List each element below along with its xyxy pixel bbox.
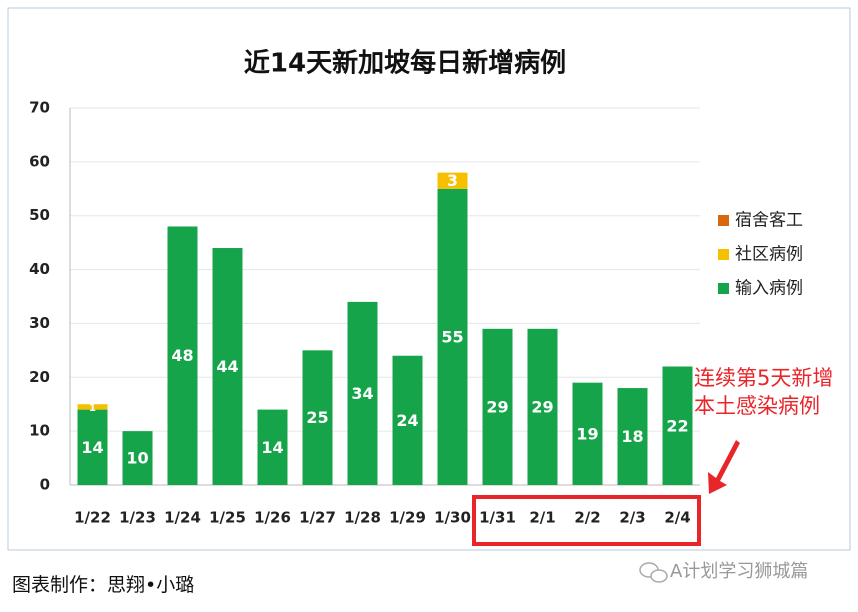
bar-segment bbox=[77, 409, 108, 485]
value-label: 1 bbox=[89, 403, 96, 414]
x-tick-label: 2/4 bbox=[664, 509, 690, 527]
highlight-box bbox=[472, 495, 701, 546]
annotation: 连续第5天新增 bbox=[694, 366, 833, 390]
watermark-icon bbox=[639, 562, 668, 583]
x-tick-label: 1/30 bbox=[434, 509, 471, 527]
value-label: 19 bbox=[576, 424, 598, 443]
x-tick-label: 1/29 bbox=[389, 509, 426, 527]
y-tick-label: 60 bbox=[29, 152, 50, 170]
bar-segment bbox=[662, 366, 693, 485]
x-tick-label: 1/31 bbox=[479, 509, 516, 527]
value-label: 22 bbox=[666, 416, 688, 435]
x-tick-label: 1/28 bbox=[344, 509, 381, 527]
legend-swatch bbox=[718, 283, 729, 294]
chart-title: 近14天新加坡每日新增病例 bbox=[244, 48, 566, 79]
value-label: 29 bbox=[531, 397, 553, 416]
x-tick-label: 2/1 bbox=[529, 509, 555, 527]
bar-segment bbox=[527, 328, 558, 485]
bar-segment bbox=[347, 301, 378, 485]
bar-segment bbox=[392, 355, 423, 485]
bar-segment bbox=[572, 382, 603, 485]
x-tick-label: 1/27 bbox=[299, 509, 336, 527]
value-label: 29 bbox=[486, 397, 508, 416]
value-label: 24 bbox=[396, 411, 418, 430]
legend-swatch bbox=[718, 249, 729, 260]
watermark: A计划学习狮城篇 bbox=[670, 561, 808, 582]
legend-label: 社区病例 bbox=[735, 245, 803, 265]
x-tick-label: 1/23 bbox=[119, 509, 156, 527]
bar-segment bbox=[122, 431, 153, 485]
x-tick-label: 1/25 bbox=[209, 509, 246, 527]
y-tick-label: 40 bbox=[29, 260, 50, 278]
bar-segment bbox=[482, 328, 513, 485]
bar-segment bbox=[167, 226, 198, 485]
annotation: 本土感染病例 bbox=[694, 394, 820, 418]
value-label: 34 bbox=[351, 384, 373, 403]
y-tick-label: 10 bbox=[29, 422, 50, 440]
x-tick-label: 2/3 bbox=[619, 509, 645, 527]
legend-label: 输入病例 bbox=[735, 279, 803, 299]
bar-segment bbox=[77, 404, 108, 410]
chart-frame bbox=[7, 7, 851, 551]
bar-segment bbox=[212, 248, 243, 485]
value-label: 25 bbox=[306, 408, 328, 427]
y-tick-label: 30 bbox=[29, 314, 50, 332]
x-tick-label: 2/2 bbox=[574, 509, 600, 527]
legend-label: 宿舍客工 bbox=[735, 211, 803, 231]
legend-swatch bbox=[718, 215, 729, 226]
value-label: 14 bbox=[81, 438, 103, 457]
value-label: 48 bbox=[171, 346, 193, 365]
x-tick-label: 1/22 bbox=[74, 509, 111, 527]
bar-segment bbox=[302, 350, 333, 485]
x-tick-label: 1/24 bbox=[164, 509, 201, 527]
value-label: 3 bbox=[447, 171, 458, 190]
y-tick-label: 0 bbox=[40, 476, 50, 494]
bar-segment bbox=[257, 409, 288, 485]
arrow bbox=[708, 440, 740, 494]
value-label: 14 bbox=[261, 438, 283, 457]
x-tick-label: 1/26 bbox=[254, 509, 291, 527]
bar-segment bbox=[617, 388, 648, 485]
value-label: 44 bbox=[216, 357, 238, 376]
bar-segment bbox=[437, 188, 468, 486]
y-tick-label: 20 bbox=[29, 368, 50, 386]
value-label: 18 bbox=[621, 427, 643, 446]
value-label: 55 bbox=[441, 327, 463, 346]
y-tick-label: 70 bbox=[29, 99, 50, 117]
value-label: 10 bbox=[126, 449, 148, 468]
y-tick-label: 50 bbox=[29, 206, 50, 224]
footer: 图表制作：思翔•小璐 bbox=[12, 574, 194, 596]
bar-segment bbox=[437, 172, 468, 189]
